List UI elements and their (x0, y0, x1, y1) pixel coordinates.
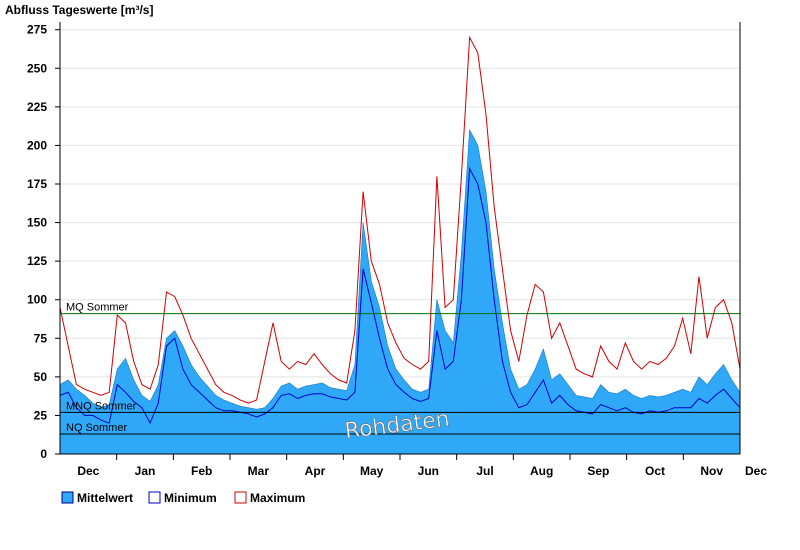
reference-line-label: MNQ Sommer (66, 400, 137, 412)
y-tick-label: 225 (27, 100, 47, 114)
series-area-layer (59, 128, 741, 455)
x-tick-label: Apr (305, 464, 326, 478)
x-tick-label: Aug (530, 464, 553, 478)
y-tick-label: 125 (27, 254, 47, 268)
legend-label: Minimum (164, 491, 217, 505)
reference-line-label: MQ Sommer (66, 302, 129, 314)
y-tick-label: 200 (27, 138, 47, 152)
series-line-layer (59, 35, 741, 425)
x-tick-label: Jan (135, 464, 156, 478)
legend-swatch (148, 491, 161, 504)
gridlines (60, 29, 740, 416)
y-tick-label: 150 (27, 216, 47, 230)
chart-title: Abfluss Tageswerte [m³/s] (5, 3, 153, 17)
x-tick-label: Oct (645, 464, 665, 478)
x-tick-label: Dec (745, 464, 767, 478)
legend-swatch (61, 491, 74, 504)
y-tick-label: 175 (27, 177, 47, 191)
y-tick-label: 50 (34, 370, 48, 384)
x-tick-label: Dec (77, 464, 99, 478)
series-maximum-line (59, 35, 741, 404)
legend-label: Maximum (250, 491, 305, 505)
x-tick-label: Sep (587, 464, 609, 478)
y-tick-label: 25 (34, 408, 48, 422)
y-tick-label: 0 (40, 447, 47, 461)
x-tick-label: Mar (248, 464, 270, 478)
x-tick-label: Jul (476, 464, 493, 478)
y-tick-label: 75 (34, 331, 48, 345)
legend-label: Mittelwert (77, 491, 133, 505)
x-tick-label: Nov (700, 464, 723, 478)
series-minimum-line (59, 166, 741, 425)
reference-lines: MQ Sommer MNQ Sommer NQ Sommer (60, 302, 740, 435)
axes: 0 25 50 75 100 125 150 175 200 225 250 275 Dec Jan Feb… (27, 22, 767, 478)
x-tick-label: Feb (191, 464, 212, 478)
legend-swatch (234, 491, 247, 504)
series-mittelwert-area (59, 128, 741, 455)
y-tick-label: 275 (27, 23, 47, 37)
reference-line-label: NQ Sommer (66, 422, 127, 434)
y-tick-label: 100 (27, 293, 47, 307)
legend: Mittelwert Minimum Maximum (61, 491, 305, 505)
x-tick-label: May (360, 464, 384, 478)
x-tick-label: Jun (418, 464, 439, 478)
y-tick-label: 250 (27, 61, 47, 75)
